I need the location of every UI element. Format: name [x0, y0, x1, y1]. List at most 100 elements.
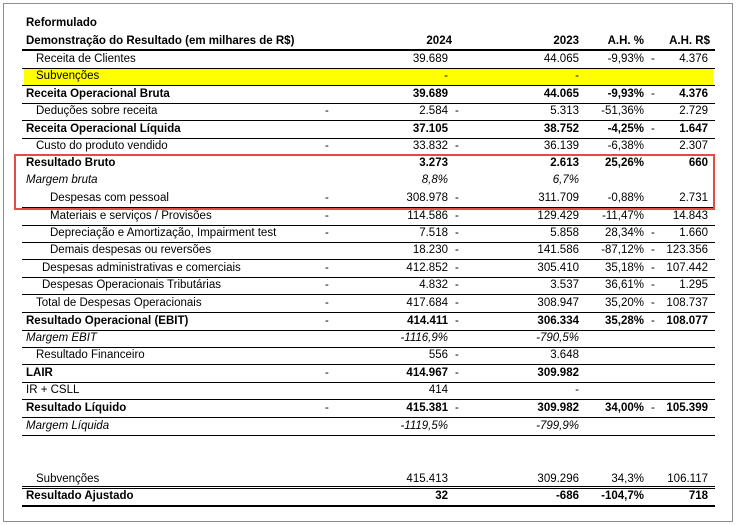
row-ah-pct: -87,12% [580, 242, 644, 259]
row-ah-rs [650, 68, 708, 85]
row-ah-rs: 1.647 [650, 121, 708, 138]
report-subtitle: Demonstração do Resultado (em milhares d… [26, 33, 294, 50]
highlight-box [14, 154, 715, 210]
row-mark-2023: - [455, 242, 459, 259]
row-value-2024: 4.832 [360, 277, 448, 294]
row-value-2023: 308.947 [470, 295, 579, 312]
row-label: Subvenções [36, 68, 99, 85]
row-mark-2024: - [325, 260, 329, 277]
row-mark-2024: - [325, 277, 329, 294]
report-title: Reformulado [26, 15, 97, 32]
row-mark-2024: - [325, 103, 329, 120]
row-ah-rs: 105.399 [650, 400, 708, 417]
row-mark-2023: - [455, 225, 459, 242]
col-header-ah-rs: A.H. R$ [650, 33, 710, 50]
row-value-2024: 39.689 [360, 86, 448, 103]
row-ah-pct: -51,36% [580, 103, 644, 120]
row-value-2023: -799,9% [470, 418, 579, 435]
row-mark-2023: - [455, 313, 459, 330]
row-ah-pct: -4,25% [580, 121, 644, 138]
row-ah-rs: 108.737 [650, 295, 708, 312]
row-ah-rs: 1.295 [650, 277, 708, 294]
row-label: Despesas administrativas e comerciais [42, 260, 241, 277]
col-header-ah-pct: A.H. % [590, 33, 644, 50]
row-divider [22, 486, 715, 487]
row-mark-2023: - [455, 277, 459, 294]
row-label: Demais despesas ou reversões [50, 242, 211, 259]
row-label: Margem EBIT [26, 330, 97, 347]
col-header-2024: 2024 [380, 33, 452, 50]
row-ah-pct: -9,93% [580, 86, 644, 103]
row-ah-pct: 35,28% [580, 313, 644, 330]
row-value-2023: 5.313 [470, 103, 579, 120]
row-value-2024: 2.584 [360, 103, 448, 120]
row-ah-rs: 2.307 [650, 138, 708, 155]
row-value-2024: 39.689 [360, 51, 448, 68]
row-value-2023: 141.586 [470, 242, 579, 259]
row-mark-2023: - [455, 400, 459, 417]
row-label: Materiais e serviços / Provisões [50, 208, 212, 225]
row-value-2024: 415.381 [360, 400, 448, 417]
row-value-2023: 305.410 [470, 260, 579, 277]
row-value-2024: 556 [360, 347, 448, 364]
row-ah-pct [580, 347, 644, 364]
row-value-2024: 414 [360, 382, 448, 399]
row-ah-pct: 28,34% [580, 225, 644, 242]
row-value-2024: 417.684 [360, 295, 448, 312]
row-value-2024: 412.852 [360, 260, 448, 277]
row-ah-rs [650, 382, 708, 399]
row-label: Total de Despesas Operacionais [36, 295, 202, 312]
row-divider [22, 505, 715, 507]
row-ah-pct: -9,93% [580, 51, 644, 68]
row-value-2024: 18.230 [360, 242, 448, 259]
row-mark-2023: - [455, 103, 459, 120]
row-ah-rs [650, 365, 708, 382]
row-ah-pct: 35,20% [580, 295, 644, 312]
row-value-2023: - [470, 68, 579, 85]
row-label: Custo do produto vendido [36, 138, 168, 155]
row-value-2024: 414.411 [360, 313, 448, 330]
row-value-2023: 5.858 [470, 225, 579, 242]
row-value-2024: 7.518 [360, 225, 448, 242]
row-label: Receita Operacional Líquida [26, 121, 181, 138]
row-value-2023: 309.982 [470, 400, 579, 417]
row-ah-rs: 718 [650, 488, 708, 505]
row-mark-2024: - [325, 295, 329, 312]
row-value-2023: -790,5% [470, 330, 579, 347]
row-value-2023: 44.065 [470, 51, 579, 68]
row-ah-rs: 1.660 [650, 225, 708, 242]
row-label: Margem Líquida [26, 418, 109, 435]
row-value-2024: - [360, 68, 448, 85]
row-label: Resultado Operacional (EBIT) [26, 313, 188, 330]
row-value-2023: 44.065 [470, 86, 579, 103]
row-ah-pct [580, 330, 644, 347]
row-value-2024: 37.105 [360, 121, 448, 138]
row-ah-pct: 34,00% [580, 400, 644, 417]
row-label: Resultado Ajustado [26, 488, 134, 505]
row-value-2023: 3.537 [470, 277, 579, 294]
row-ah-pct [580, 382, 644, 399]
row-mark-2023: - [455, 347, 459, 364]
row-ah-rs: 108.077 [650, 313, 708, 330]
row-mark-2023: - [455, 260, 459, 277]
row-value-2023: 309.982 [470, 365, 579, 382]
row-divider [22, 435, 715, 436]
row-mark-2023: - [455, 365, 459, 382]
row-label: Resultado Líquido [26, 400, 126, 417]
row-label: Resultado Financeiro [36, 347, 145, 364]
row-ah-rs [650, 418, 708, 435]
row-value-2024: -1116,9% [360, 330, 448, 347]
row-mark-2024: - [325, 365, 329, 382]
row-value-2024: 33.832 [360, 138, 448, 155]
row-ah-pct: 35,18% [580, 260, 644, 277]
row-value-2024: -1119,5% [360, 418, 448, 435]
row-ah-pct: -104,7% [580, 488, 644, 505]
row-value-2023: 129.429 [470, 208, 579, 225]
row-ah-pct: 36,61% [580, 277, 644, 294]
row-mark-2023: - [455, 138, 459, 155]
row-ah-pct [580, 68, 644, 85]
row-ah-rs [650, 330, 708, 347]
row-mark-2023: - [455, 295, 459, 312]
row-mark-2023: - [455, 208, 459, 225]
row-mark-2024: - [325, 400, 329, 417]
